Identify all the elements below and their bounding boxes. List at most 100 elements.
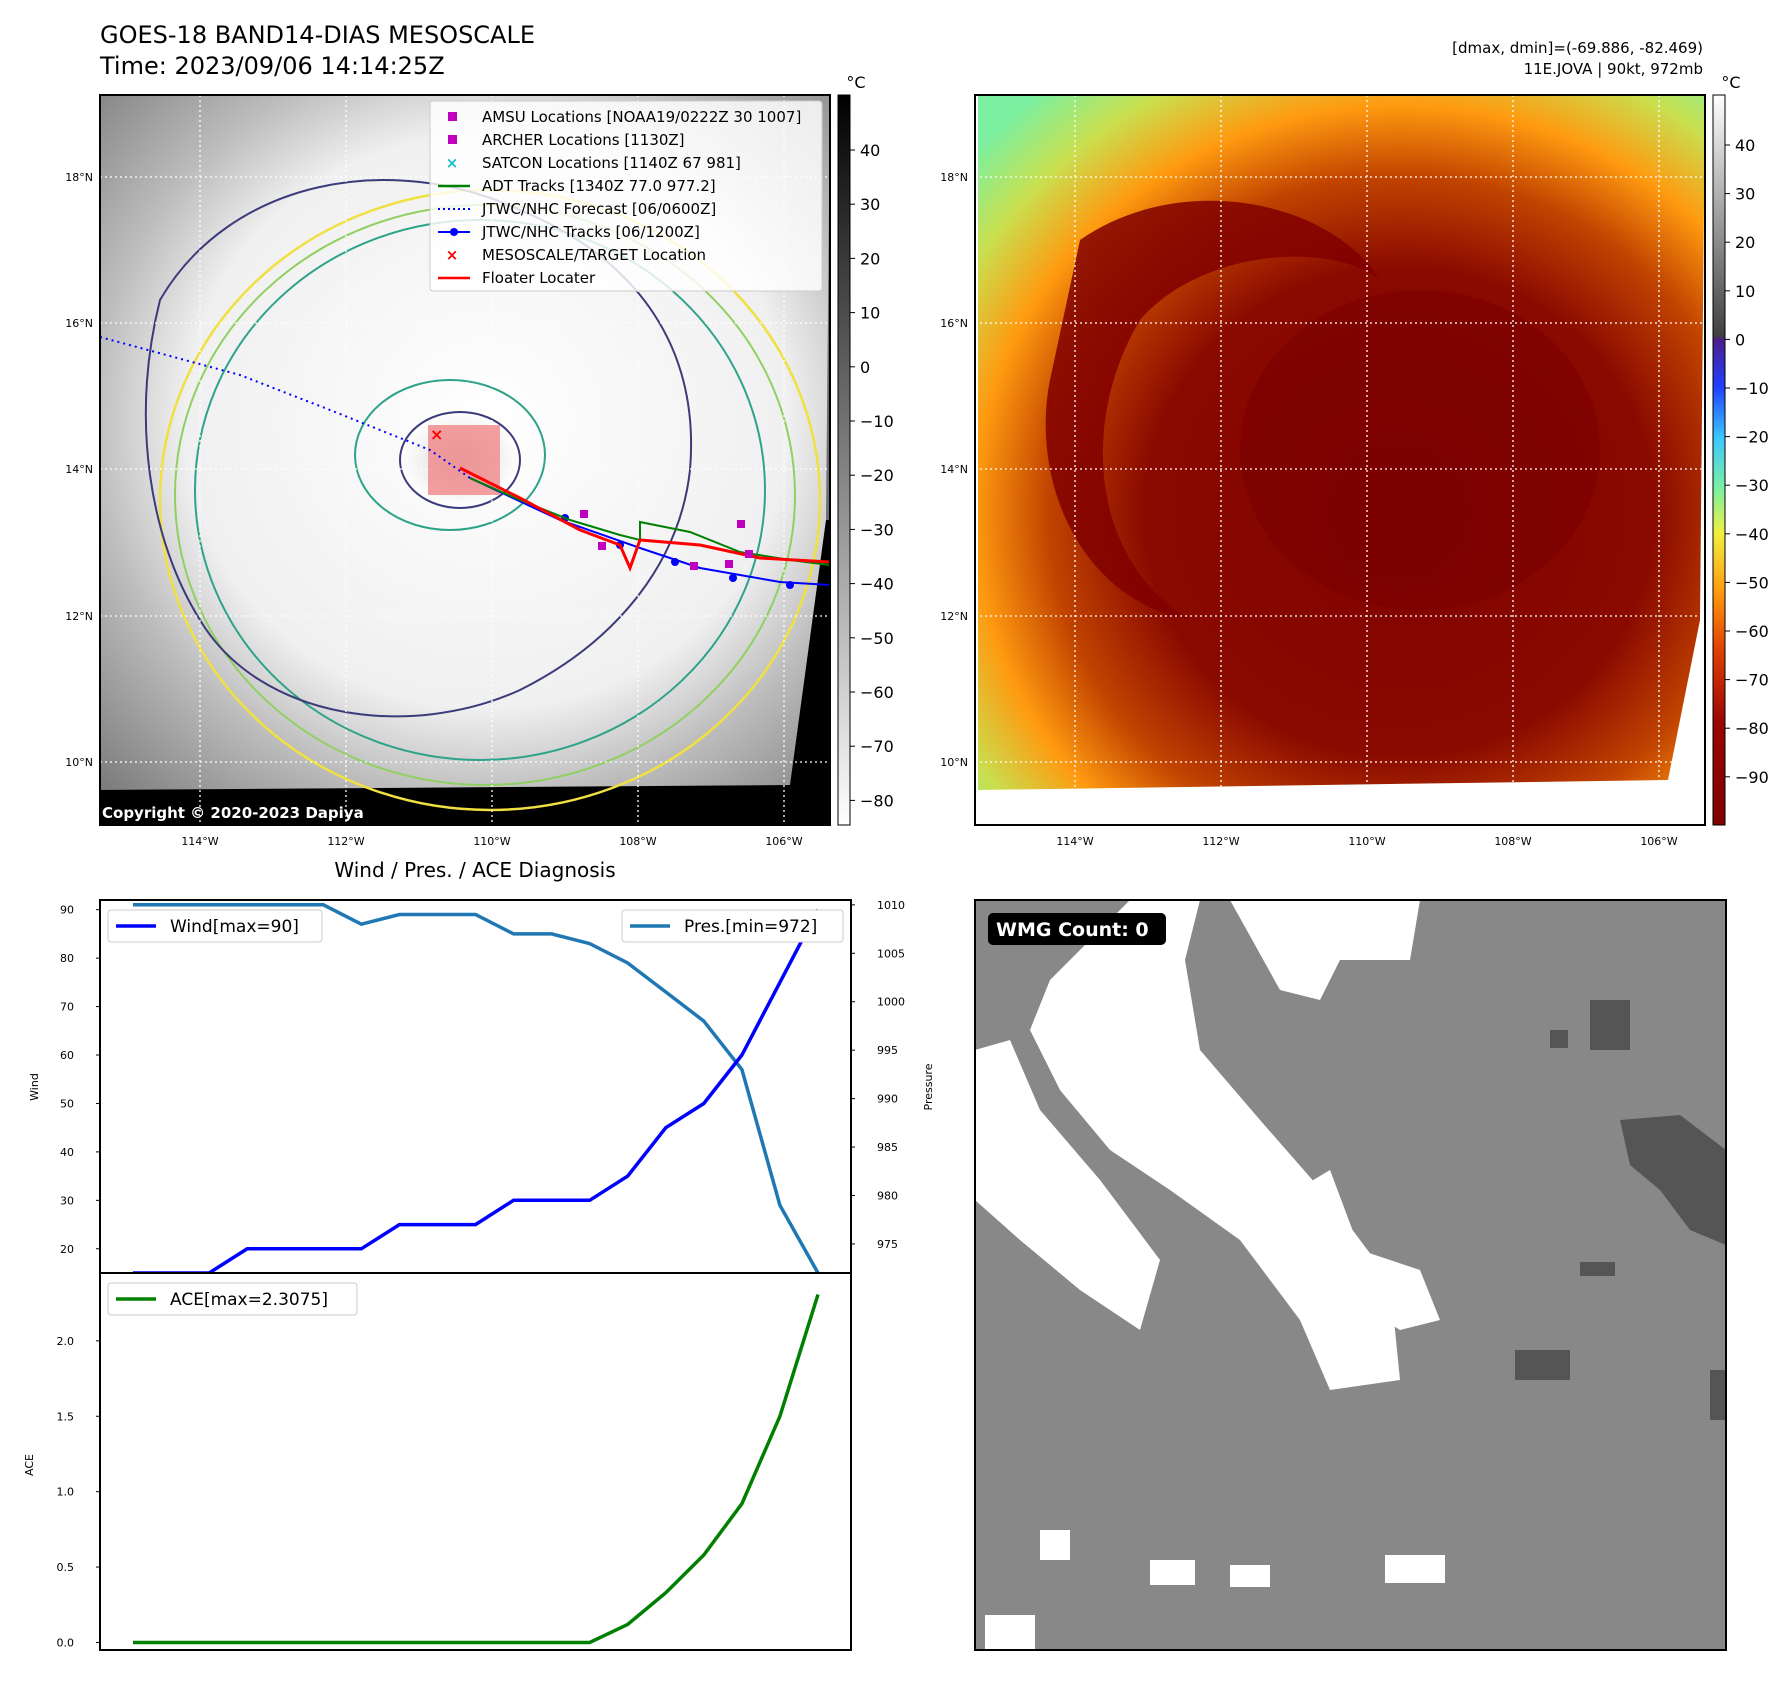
lon-label: 106°W [1640,835,1677,848]
right-colorbar: °C 40 30 20 10 0 −10 −20 −30 −40 −50 −60 −70 −80 −90 [1712,73,1769,826]
dmax-dmin-text: [dmax, dmin]=(-69.886, -82.469) [1452,39,1703,57]
lat-label: 14°N [65,463,93,476]
colorbar-tick-label: −40 [1735,525,1769,544]
lon-label: 110°W [473,835,510,848]
legend-item: × MESOSCALE/TARGET Location [446,246,706,264]
ace-tick-label: 0.0 [57,1636,75,1649]
colorbar-tick-label: 20 [860,249,880,268]
colorbar-tick-label: 30 [1735,185,1755,204]
legend-marker-dot [450,228,458,236]
left-lon-labels: 114°W 112°W 110°W 108°W 106°W [181,835,802,848]
ace-tick-label: 1.0 [57,1486,75,1499]
wmg-dark-patch [1580,1262,1615,1276]
colorbar-tick-label: −40 [860,575,894,594]
legend-item: ADT Tracks [1340Z 77.0 977.2] [438,177,716,195]
colorbar-gradient [1712,94,1726,826]
pressure-tick-label: 990 [877,1093,898,1106]
wind-pressure-frame [99,899,852,1274]
storm-info-text: 11E.JOVA | 90kt, 972mb [1524,60,1703,78]
wind-series-line [133,908,820,1275]
wmg-white-patch [1040,1530,1070,1560]
diagnosis-title: Wind / Pres. / ACE Diagnosis [334,858,615,882]
colorbar-tick-label: −20 [1735,428,1769,447]
left-map-frame [99,94,831,826]
wmg-white-patch [1150,1560,1195,1585]
ace-series-line [133,1293,820,1645]
lon-label: 108°W [1494,835,1531,848]
wind-tick-label: 70 [60,1001,74,1014]
wmg-panel: WMG Count: 0 [974,899,1727,1651]
colorbar-tick-label: −70 [1735,671,1769,690]
contour-dark [144,179,692,718]
wmg-frame [974,899,1727,1651]
left-legend: AMSU Locations [NOAA19/0222Z 30 1007] ARC… [429,100,823,292]
target-marker: × [430,425,443,444]
lon-label: 114°W [181,835,218,848]
pressure-tick-label: 980 [877,1189,898,1202]
wmg-dark-patch [1620,1115,1726,1245]
colorbar-tick-label: −10 [860,412,894,431]
floater-track [459,466,830,573]
legend-label: ADT Tracks [1340Z 77.0 977.2] [482,177,716,195]
lon-label: 114°W [1056,835,1093,848]
colorbar-tick-label: −30 [1735,476,1769,495]
legend-label: JTWC/NHC Tracks [06/1200Z] [481,223,700,241]
colorbar-tick-label: 10 [860,304,880,323]
lat-label: 12°N [940,610,968,623]
legend-label: JTWC/NHC Forecast [06/0600Z] [481,200,716,218]
wind-pressure-chart: Wind Pressure 20 30 40 50 60 70 80 90 975 980 985… [28,899,935,1275]
pressure-axis-label: Pressure [922,1063,935,1110]
pressure-series-line [133,903,820,1274]
legend-item: AMSU Locations [NOAA19/0222Z 30 1007] [448,108,801,126]
pressure-tick-label: 1000 [877,996,905,1009]
ace-tick-label: 2.0 [57,1335,75,1348]
colorbar-tick-label: −60 [1735,622,1769,641]
colorbar-tick-label: −30 [860,520,894,539]
colorbar-tick-label: 0 [860,358,870,377]
colorbar-tick-label: 40 [860,141,880,160]
wmg-white-patch [1280,1170,1440,1330]
ace-legend: ACE[max=2.3075] [107,1282,358,1316]
copyright-text: Copyright © 2020-2023 Dapiya [102,804,364,822]
colorbar-tick-label: 30 [860,195,880,214]
wmg-dark-patch [1550,1030,1568,1048]
wind-legend: Wind[max=90] [107,909,323,943]
ace-axis-label: ACE [23,1454,36,1476]
wmg-white-patch [1230,1565,1270,1587]
lat-label: 18°N [65,171,93,184]
colorbar-tick-label: −90 [1735,768,1769,787]
left-colorbar: °C 40 30 20 10 0 −10 −20 −30 −40 −50 −60 −70 −80 [837,73,894,826]
legend-label: MESOSCALE/TARGET Location [482,246,706,264]
colorbar-tick-label: 20 [1735,233,1755,252]
ace-chart: ACE 0.0 0.5 1.0 1.5 2.0 ACE[max=2.3075] [23,1272,852,1651]
colorbar-tick-label: −60 [860,683,894,702]
wind-tick-label: 50 [60,1097,74,1110]
legend-label: ARCHER Locations [1130Z] [482,131,685,149]
legend-item: JTWC/NHC Tracks [06/1200Z] [438,223,700,241]
spiral-band [1045,200,1380,620]
lon-label: 106°W [765,835,802,848]
wind-tick-label: 60 [60,1049,74,1062]
colorbar-unit: °C [846,73,865,92]
lat-label: 16°N [940,317,968,330]
pressure-tick-label: 1010 [877,899,905,912]
colorbar-tick-label: −10 [1735,379,1769,398]
pressure-tick-label: 975 [877,1238,898,1251]
right-map [975,95,1705,825]
ace-legend-label: ACE[max=2.3075] [170,1290,328,1310]
colorbar-gradient [837,94,851,826]
wmg-white-patch [985,1615,1035,1650]
wmg-dark-patch [1590,1000,1630,1050]
wind-tick-label: 40 [60,1146,74,1159]
colorbar-tick-label: 10 [1735,282,1755,301]
wmg-white-band [1030,900,1400,1390]
legend-label: SATCON Locations [1140Z 67 981] [482,154,741,172]
figure-time: Time: 2023/09/06 14:14:25Z [99,52,445,80]
wmg-count-label: WMG Count: 0 [996,919,1149,941]
lat-label: 14°N [940,463,968,476]
wind-tick-label: 20 [60,1243,74,1256]
colorbar-tick-label: −80 [860,791,894,810]
legend-marker-square [448,112,457,121]
legend-item: × SATCON Locations [1140Z 67 981] [446,154,741,172]
colorbar-unit: °C [1721,73,1740,92]
